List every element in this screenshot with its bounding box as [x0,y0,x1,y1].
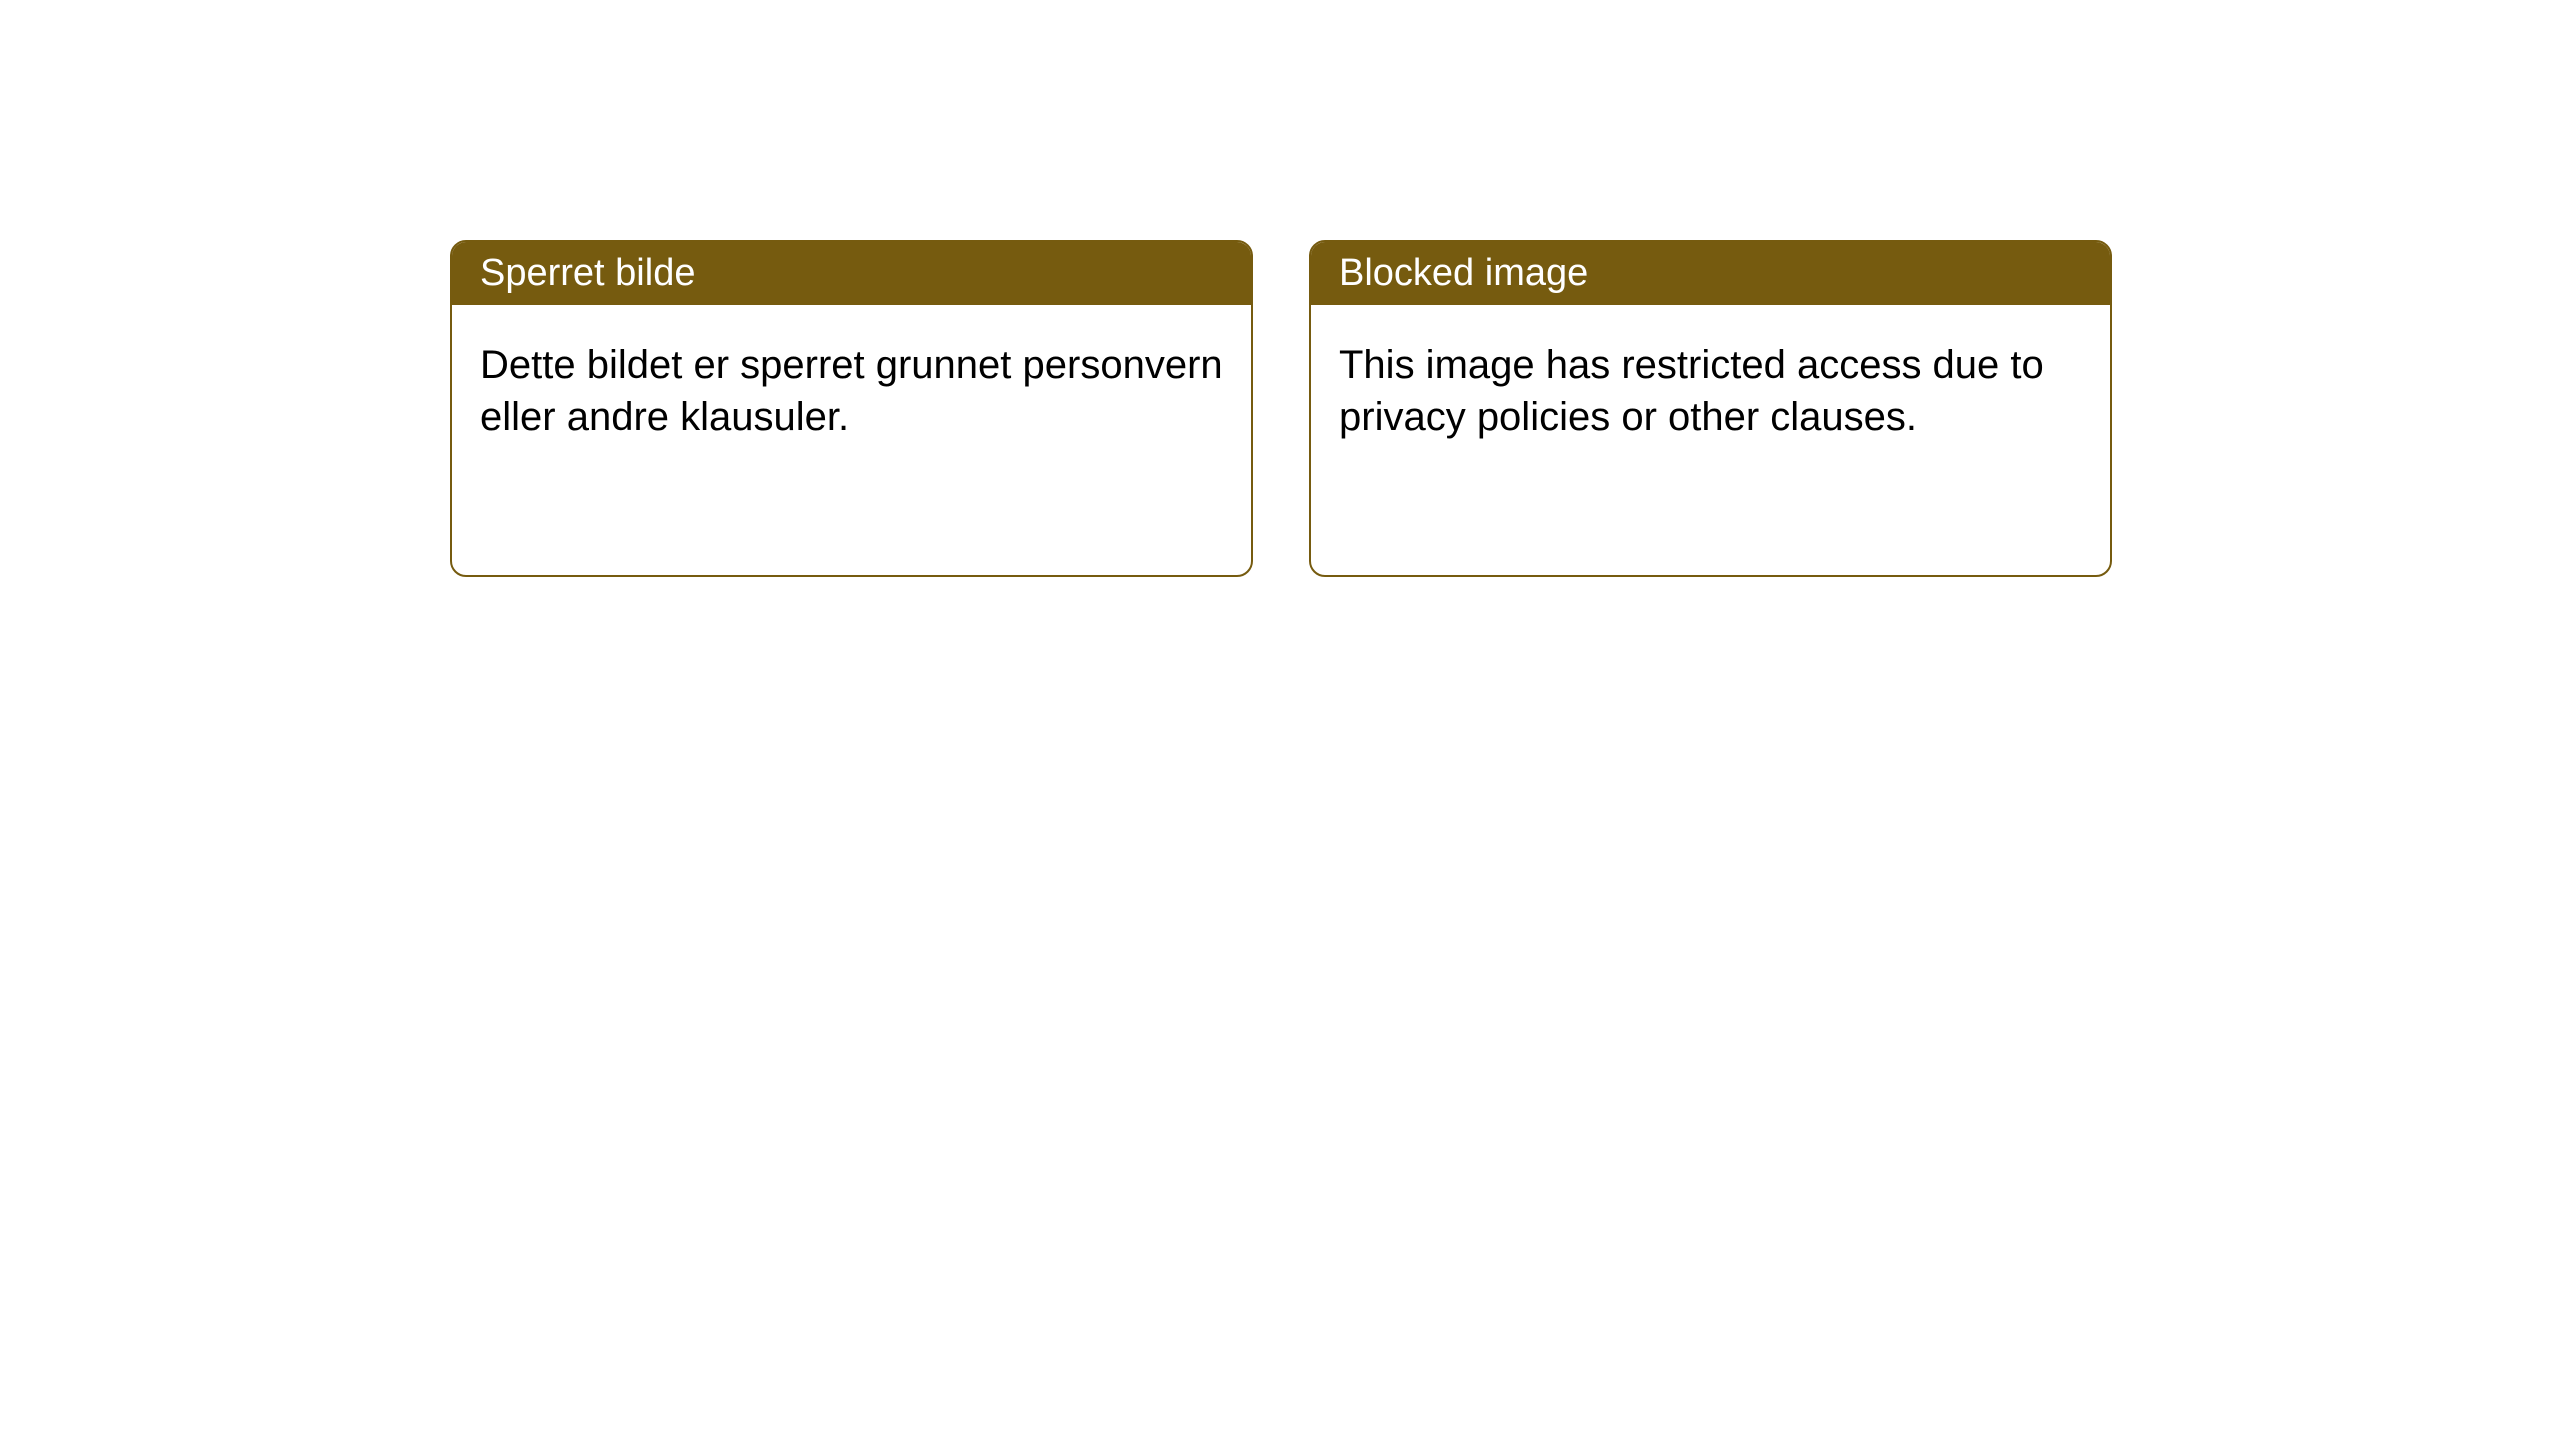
panel-header-no: Sperret bilde [452,242,1251,305]
panel-body-no: Dette bildet er sperret grunnet personve… [452,305,1251,575]
panel-title-en: Blocked image [1339,252,1588,294]
panel-body-text-no: Dette bildet er sperret grunnet personve… [480,343,1223,439]
blocked-image-notice-container: Sperret bilde Dette bildet er sperret gr… [450,240,2112,577]
panel-title-no: Sperret bilde [480,252,695,294]
panel-header-en: Blocked image [1311,242,2110,305]
blocked-image-panel-no: Sperret bilde Dette bildet er sperret gr… [450,240,1253,577]
panel-body-en: This image has restricted access due to … [1311,305,2110,575]
blocked-image-panel-en: Blocked image This image has restricted … [1309,240,2112,577]
panel-body-text-en: This image has restricted access due to … [1339,343,2044,439]
